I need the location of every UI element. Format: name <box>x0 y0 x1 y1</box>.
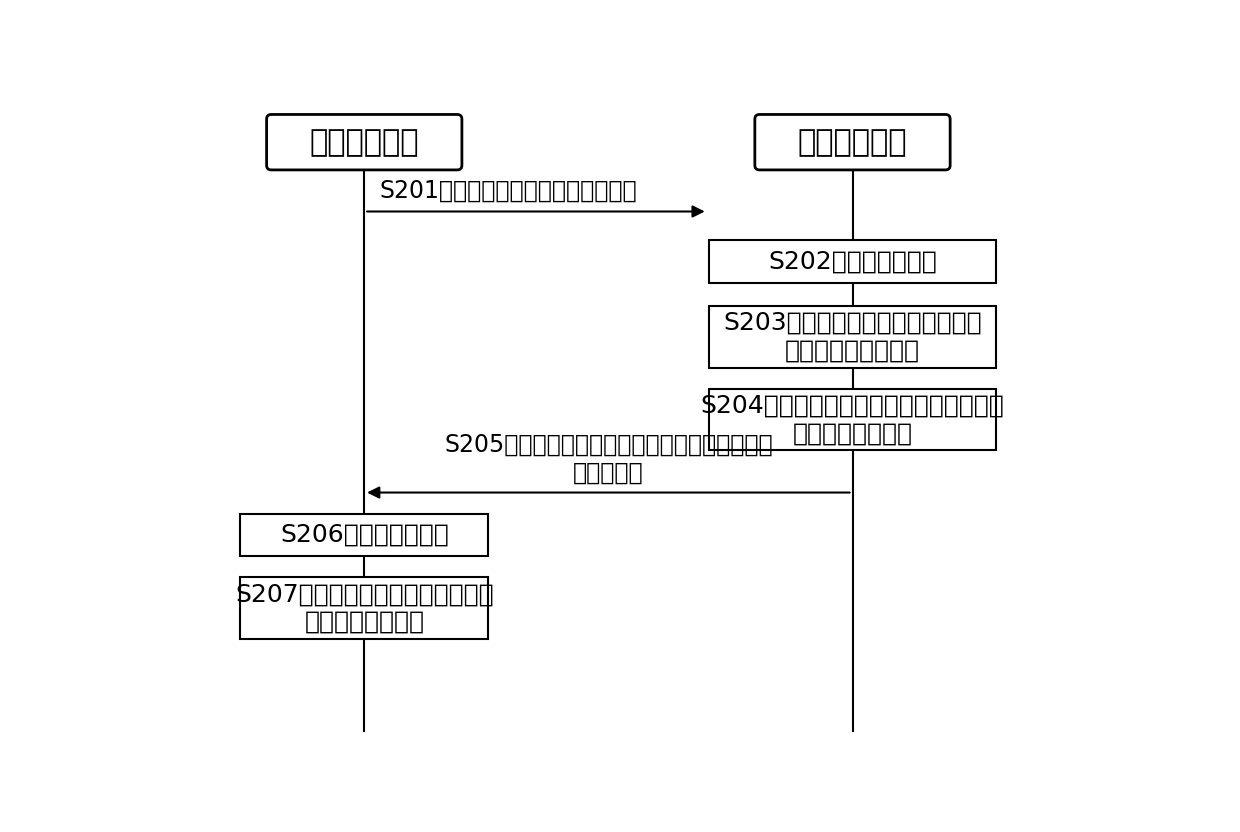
Bar <box>709 389 996 450</box>
Text: S205、响应于第一目标输入，向第一终端设备发
送第一参数: S205、响应于第一目标输入，向第一终端设备发 送第一参数 <box>444 433 773 485</box>
Text: S204、接收第二终端设备用户针对第一图
像的第一目标输入: S204、接收第二终端设备用户针对第一图 像的第一目标输入 <box>701 394 1004 445</box>
FancyBboxPatch shape <box>755 115 950 170</box>
FancyBboxPatch shape <box>267 115 463 170</box>
Text: S201、向第二终端设备发送第一图像: S201、向第二终端设备发送第一图像 <box>379 178 637 202</box>
Text: S207、根据第一参数，调整第一终
端设备的拍摄参数: S207、根据第一参数，调整第一终 端设备的拍摄参数 <box>234 582 494 634</box>
Bar <box>709 240 996 283</box>
Bar <box>241 513 489 556</box>
Text: 第二终端设备: 第二终端设备 <box>797 127 908 156</box>
Text: S203、在相机应用程序的图像预览
界面中显示第一图像: S203、在相机应用程序的图像预览 界面中显示第一图像 <box>723 311 982 363</box>
Text: S202、接收第一图像: S202、接收第一图像 <box>768 250 937 274</box>
Bar <box>709 306 996 368</box>
Text: 第一终端设备: 第一终端设备 <box>310 127 419 156</box>
Text: S206、接收第一参数: S206、接收第一参数 <box>280 522 449 547</box>
Bar <box>241 577 489 639</box>
